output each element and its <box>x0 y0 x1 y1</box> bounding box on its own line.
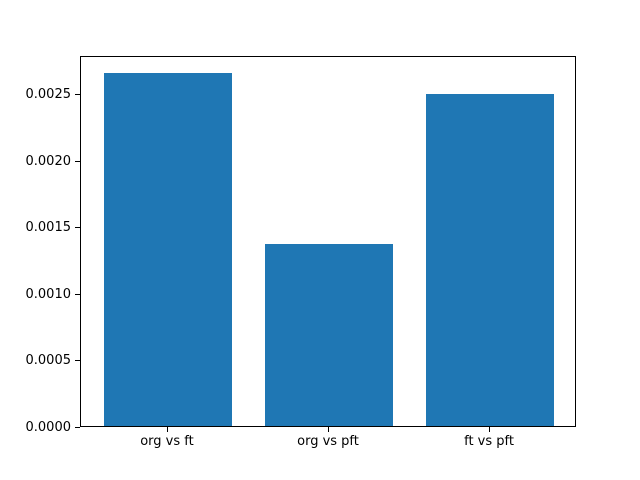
y-tick-mark-0.0025 <box>75 94 80 96</box>
bars-layer <box>81 57 575 426</box>
x-tick-mark-ft-vs-pft <box>489 427 491 432</box>
y-tick-mark-0.0000 <box>75 426 80 428</box>
x-tick-mark-org-vs-pft <box>328 427 329 432</box>
y-tick-mark-0.0010 <box>75 293 80 295</box>
y-tick-label-0.0010: 0.0010 <box>25 286 72 302</box>
y-tick-label-0.0000: 0.0000 <box>25 419 72 435</box>
y-tick-mark-0.0020 <box>75 160 80 162</box>
y-tick-label-0.0005: 0.0005 <box>25 353 72 369</box>
bar-org-vs-ft <box>103 72 233 426</box>
y-tick-label-0.0025: 0.0025 <box>25 87 72 103</box>
plot-area <box>80 56 576 427</box>
x-tick-label-org-vs-ft: org vs ft <box>140 434 194 449</box>
bar-ft-vs-pft <box>425 93 555 426</box>
y-tick-mark-0.0015 <box>75 227 80 229</box>
y-tick-mark-0.0005 <box>75 360 80 362</box>
y-tick-label-0.0015: 0.0015 <box>25 220 72 236</box>
y-tick-label-0.0020: 0.0020 <box>25 153 72 169</box>
bar-org-vs-pft <box>264 244 394 426</box>
x-tick-mark-org-vs-ft <box>166 427 168 432</box>
x-tick-label-org-vs-pft: org vs pft <box>297 434 359 449</box>
x-tick-label-ft-vs-pft: ft vs pft <box>464 434 514 449</box>
